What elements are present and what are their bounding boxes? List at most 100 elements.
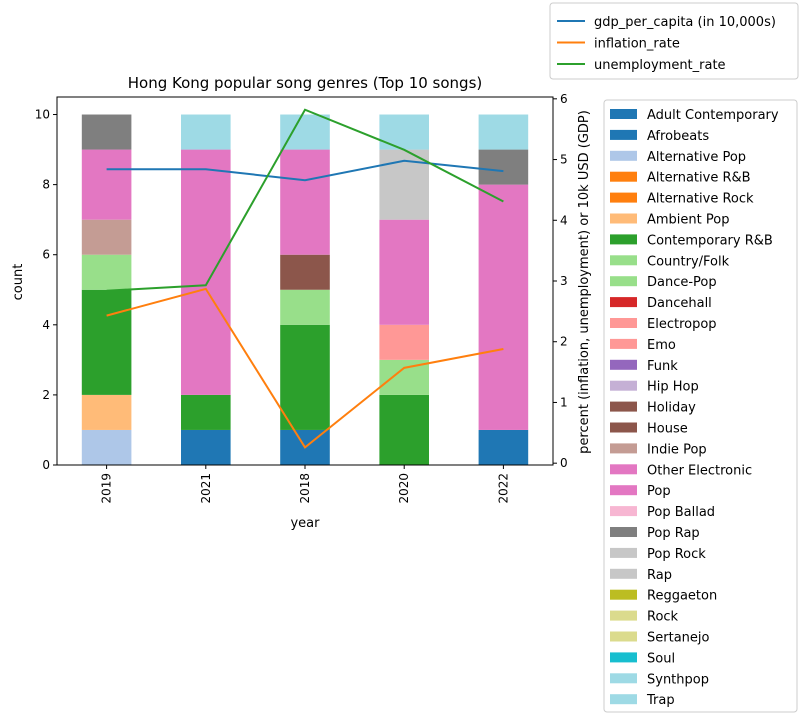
legend-label: Funk [647, 359, 678, 374]
series-line [106, 287, 504, 449]
x-tick-label: 2020 [397, 473, 411, 504]
bar-segment [478, 114, 529, 150]
legend-label: Contemporary R&B [647, 233, 773, 248]
legend-swatch [610, 192, 637, 203]
legend-swatch [610, 276, 637, 287]
bar-segment [81, 429, 132, 465]
x-tick-label: 2018 [298, 473, 312, 504]
bar-segment [81, 114, 132, 150]
legend-label: Ambient Pop [647, 213, 729, 228]
legend-label: Rock [647, 610, 679, 625]
lines-layer [106, 108, 504, 449]
y2-tick-label: 5 [560, 153, 568, 167]
legend-label: Electropop [647, 317, 717, 332]
legend-label: Pop Rock [647, 547, 706, 562]
x-tick-label: 2022 [496, 473, 510, 504]
y-tick-label: 10 [35, 108, 50, 122]
y-tick-label: 6 [42, 248, 50, 262]
legend-swatch [610, 694, 637, 705]
legend-label: Country/Folk [647, 254, 730, 269]
legend-swatch [610, 527, 637, 537]
bar-segment [379, 114, 429, 150]
x-tick-label: 2021 [199, 473, 213, 504]
legend-label: Sertanejo [647, 631, 710, 646]
bar-segment [379, 394, 429, 465]
y2-tick-label: 4 [560, 213, 568, 227]
y2-tick-label: 3 [560, 274, 568, 288]
line-legend-box [549, 2, 799, 80]
genre-legend: Adult Contemporary Afrobeats Alternative P… [603, 99, 798, 713]
legend-swatch [610, 568, 637, 579]
legend-label: Holiday [647, 401, 696, 416]
x-tick-label: 2019 [100, 473, 114, 504]
legend-label: Rap [647, 568, 672, 583]
legend-label: Hip Hop [647, 380, 699, 395]
bar-segment [81, 149, 132, 220]
bar-segment [280, 114, 330, 150]
bar-segment [379, 219, 429, 325]
bar-segment [280, 289, 330, 325]
bar-segment [81, 254, 132, 290]
bar-segment [181, 149, 231, 395]
bar-segment [181, 114, 231, 150]
legend-label: Indie Pop [647, 442, 707, 457]
legend-label: Trap [646, 693, 675, 708]
legend-swatch [610, 359, 637, 370]
genre-legend-box [603, 99, 798, 713]
bar-segment [81, 289, 132, 395]
y-tick-label: 4 [42, 318, 50, 332]
legend-label: Dance-Pop [647, 275, 717, 290]
legend-label: Reggaeton [647, 589, 717, 604]
y-tick-label: 8 [42, 178, 50, 192]
legend-line-label: inflation_rate [594, 37, 680, 52]
bars-layer [81, 114, 529, 465]
y2-tick-label: 2 [560, 335, 568, 349]
legend-swatch [610, 464, 637, 475]
line-legend: gdp_per_capita (in 10,000s) inflation_rat… [549, 2, 799, 80]
bar-segment [379, 324, 429, 360]
legend-swatch [610, 213, 637, 224]
y2-axis-label: percent (inflation, unemployment) or 10k… [577, 110, 592, 454]
legend-label: Afrobeats [647, 129, 709, 144]
legend-swatch [610, 443, 637, 454]
legend-label: Pop Ballad [647, 505, 715, 520]
legend-swatch [610, 109, 637, 119]
y2-tick-label: 0 [560, 456, 568, 470]
legend-swatch [610, 506, 637, 517]
legend-swatch [610, 255, 637, 266]
legend-swatch [610, 673, 637, 684]
y-axis-label: count [11, 264, 26, 301]
bar-segment [81, 394, 132, 430]
series-line [106, 159, 504, 182]
legend-label: Alternative Pop [647, 150, 746, 165]
legend-label: Pop [647, 484, 671, 499]
bar-segment [280, 324, 330, 430]
x-axis-label: year [290, 516, 320, 531]
legend-swatch [610, 150, 637, 161]
legend-swatch [610, 297, 637, 308]
legend-swatch [610, 234, 637, 245]
legend-label: Adult Contemporary [647, 108, 779, 123]
bar-segment [280, 149, 330, 255]
y-tick-label: 2 [42, 388, 50, 402]
legend-label: Alternative R&B [647, 171, 751, 186]
legend-swatch [610, 485, 637, 496]
bar-segment [181, 394, 231, 430]
legend-label: Pop Rap [647, 526, 700, 541]
bar-segment [478, 429, 529, 465]
legend-label: House [647, 422, 688, 437]
chart-title: Hong Kong popular song genres (Top 10 so… [128, 74, 483, 92]
bar-segment [280, 254, 330, 290]
legend-swatch [610, 318, 637, 328]
legend-swatch [610, 547, 637, 558]
legend-label: Alternative Rock [647, 192, 754, 207]
legend-swatch [610, 652, 637, 663]
bar-segment [478, 149, 529, 185]
legend-label: Synthpop [647, 672, 709, 687]
legend-swatch [610, 610, 637, 621]
legend-label: Emo [647, 338, 676, 353]
legend-swatch [610, 631, 637, 642]
legend-swatch [610, 380, 637, 391]
series-line [106, 108, 504, 292]
